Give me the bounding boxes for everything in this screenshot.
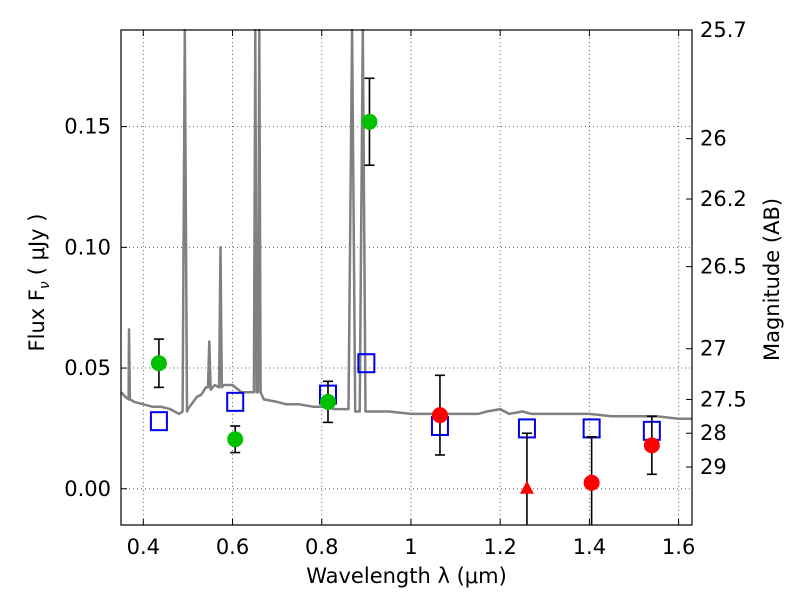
x-axis-label: Wavelength λ (μm) <box>306 564 507 588</box>
data-point <box>583 474 600 491</box>
magnitude-tick-label: 26.5 <box>700 255 747 279</box>
data-point <box>431 407 448 424</box>
x-tick-label: 0.8 <box>305 535 338 559</box>
x-tick-label: 1.6 <box>662 535 695 559</box>
model-square <box>357 353 376 374</box>
y-axis-label-units: ( μJy ) <box>25 214 49 276</box>
spectrum-line <box>120 28 692 421</box>
y-tick-label: 0.05 <box>64 356 111 380</box>
y-axis-label-main: Flux F <box>25 289 49 351</box>
model-spectrum <box>120 28 692 421</box>
model-square <box>149 411 168 432</box>
y-axis-label: Flux Fν ( μJy ) <box>25 214 53 352</box>
magnitude-tick-label: 26.2 <box>700 187 747 211</box>
data-point <box>643 437 660 454</box>
plot-frame <box>120 29 693 526</box>
right-axis-label: Magnitude (AB) <box>760 198 784 361</box>
magnitude-tick-label: 25.7 <box>700 18 747 42</box>
data-triangle <box>519 480 534 494</box>
data-point <box>361 113 378 130</box>
x-tick-label: 1.4 <box>573 535 606 559</box>
data-point <box>150 355 167 372</box>
x-tick-label: 1 <box>404 535 417 559</box>
data-point <box>227 431 244 448</box>
y-tick-label: 0.15 <box>64 115 111 139</box>
magnitude-tick-label: 26 <box>700 127 727 151</box>
model-square <box>226 391 245 412</box>
axis-ticks: 0.4 0.6 0.8 1 1.2 1.4 1.6 0.00 0.05 0.10 0.15 25.7 2… <box>64 18 747 559</box>
grid <box>121 30 692 525</box>
x-tick-label: 0.6 <box>216 535 249 559</box>
y-tick-label: 0.10 <box>64 235 111 259</box>
magnitude-tick-label: 27 <box>700 337 727 361</box>
magnitude-tick-label: 28 <box>700 421 727 445</box>
model-square <box>582 418 601 439</box>
x-tick-label: 1.2 <box>483 535 516 559</box>
observed-photometry-series <box>150 77 660 525</box>
y-axis-label-subscript: ν <box>37 281 53 289</box>
x-tick-label: 0.4 <box>127 535 160 559</box>
magnitude-tick-label: 29 <box>700 455 727 479</box>
magnitude-tick-label: 27.5 <box>700 387 747 411</box>
model-photometry-series <box>149 353 661 441</box>
y-tick-label: 0.00 <box>64 477 111 501</box>
data-point <box>319 393 336 410</box>
